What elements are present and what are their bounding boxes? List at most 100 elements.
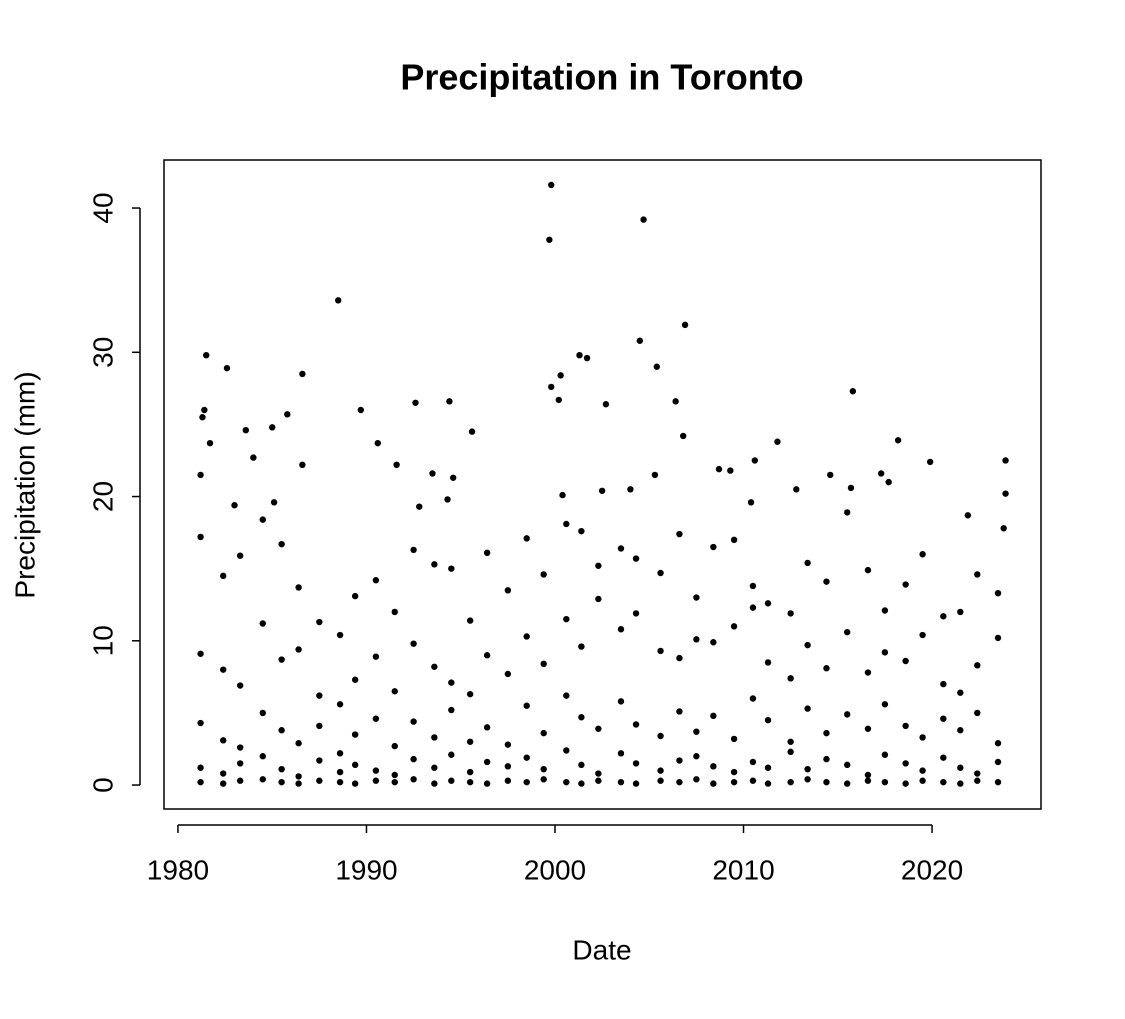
point	[602, 401, 610, 408]
point	[640, 216, 647, 223]
point	[730, 768, 738, 776]
point	[804, 559, 811, 567]
point	[393, 461, 400, 469]
point	[197, 533, 204, 541]
x-tick-label: 1980	[147, 854, 209, 885]
point	[448, 777, 455, 784]
point	[764, 600, 772, 607]
point	[657, 777, 664, 784]
point	[250, 454, 257, 461]
point	[431, 734, 438, 741]
point	[448, 565, 455, 572]
point	[787, 748, 794, 756]
point	[197, 650, 204, 657]
point	[1002, 490, 1009, 497]
point	[299, 461, 306, 469]
point	[844, 761, 851, 769]
point	[844, 509, 851, 516]
point	[468, 428, 476, 435]
point	[693, 594, 700, 601]
point	[764, 764, 772, 771]
point	[881, 607, 889, 614]
point	[749, 582, 757, 590]
point	[749, 604, 757, 611]
point	[710, 712, 717, 720]
point	[351, 731, 359, 738]
y-tick-label: 20	[87, 481, 118, 512]
point	[844, 780, 851, 787]
point	[881, 701, 889, 708]
point	[676, 708, 683, 715]
point	[804, 641, 811, 649]
point	[431, 780, 438, 787]
point	[578, 643, 585, 650]
point	[410, 718, 417, 725]
point	[351, 592, 359, 600]
point	[632, 555, 640, 562]
point	[448, 706, 455, 714]
point	[957, 727, 964, 734]
point	[416, 503, 423, 510]
point	[676, 530, 683, 538]
point	[555, 396, 562, 404]
point	[926, 458, 934, 466]
point	[316, 777, 323, 784]
point	[617, 750, 625, 757]
point	[651, 471, 659, 479]
point	[727, 467, 734, 474]
point	[864, 771, 872, 779]
x-tick-label: 2010	[712, 854, 774, 885]
point	[578, 761, 585, 769]
point	[804, 765, 811, 773]
point	[295, 646, 302, 653]
point	[372, 715, 380, 722]
point	[940, 715, 947, 722]
point	[919, 734, 926, 741]
point	[578, 714, 585, 721]
point	[270, 499, 278, 506]
point	[197, 719, 204, 727]
y-tick-label: 0	[87, 777, 118, 793]
point	[994, 589, 1002, 597]
point	[881, 649, 889, 656]
point	[974, 770, 981, 777]
point	[448, 751, 455, 758]
point	[957, 764, 964, 771]
point	[336, 750, 344, 757]
point	[540, 729, 547, 737]
point	[940, 778, 947, 786]
y-tick-label: 30	[87, 337, 118, 368]
point	[710, 780, 717, 787]
point	[957, 689, 964, 696]
point	[676, 778, 683, 786]
point	[219, 666, 227, 673]
point	[412, 399, 419, 406]
point	[372, 577, 380, 584]
point	[316, 722, 323, 730]
point	[749, 758, 757, 766]
point	[730, 536, 738, 544]
point	[336, 778, 344, 786]
point	[391, 688, 398, 695]
point	[885, 478, 892, 486]
point	[316, 757, 323, 764]
point	[632, 780, 640, 787]
point	[523, 702, 530, 709]
x-tick-label: 2020	[901, 854, 963, 885]
point	[336, 768, 344, 776]
point	[197, 778, 204, 786]
point	[676, 757, 683, 764]
point	[877, 470, 885, 477]
point	[715, 465, 723, 473]
point	[881, 778, 889, 786]
point	[595, 770, 602, 777]
point	[657, 732, 664, 740]
point	[823, 778, 830, 786]
point	[231, 502, 238, 509]
point	[617, 698, 625, 705]
point	[259, 776, 266, 783]
point	[466, 617, 474, 624]
point	[1002, 457, 1009, 464]
